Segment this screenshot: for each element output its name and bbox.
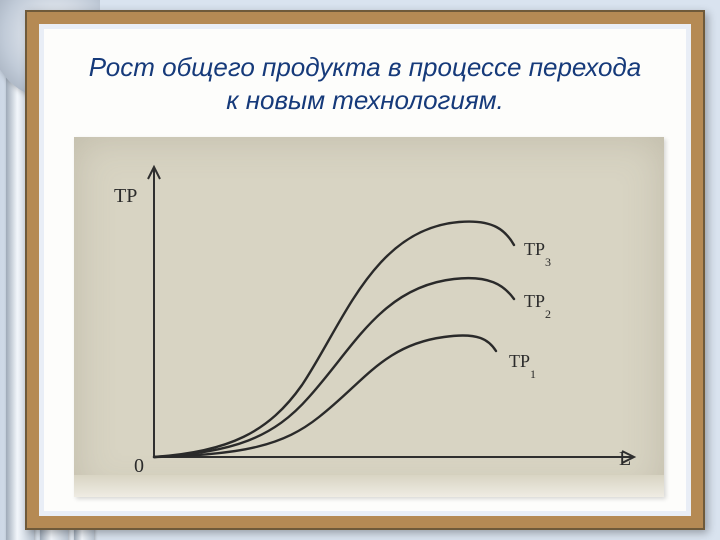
curve-labels: TP1 TP2 TP3 [509,239,551,381]
x-axis-label: L [619,448,631,470]
curves [154,222,514,457]
slide: Рост общего продукта в процессе перехода… [0,0,720,540]
curve-label-TP2: TP2 [524,291,551,321]
y-axis-label: TP [114,185,137,207]
content-panel: Рост общего продукта в процессе перехода… [39,24,691,516]
tp-chart: TP L 0 TP1 TP2 TP3 [74,137,664,497]
tp-chart-svg: TP L 0 TP1 TP2 TP3 [74,137,664,497]
content-frame: Рост общего продукта в процессе перехода… [25,10,705,530]
axes [148,167,634,463]
slide-title: Рост общего продукта в процессе перехода… [44,51,686,116]
origin-label: 0 [134,455,144,477]
curve-TP2 [154,278,514,457]
curve-TP1 [154,335,496,457]
curve-label-TP3: TP3 [524,239,551,269]
curve-TP3 [154,222,514,457]
curve-label-TP1: TP1 [509,351,536,381]
